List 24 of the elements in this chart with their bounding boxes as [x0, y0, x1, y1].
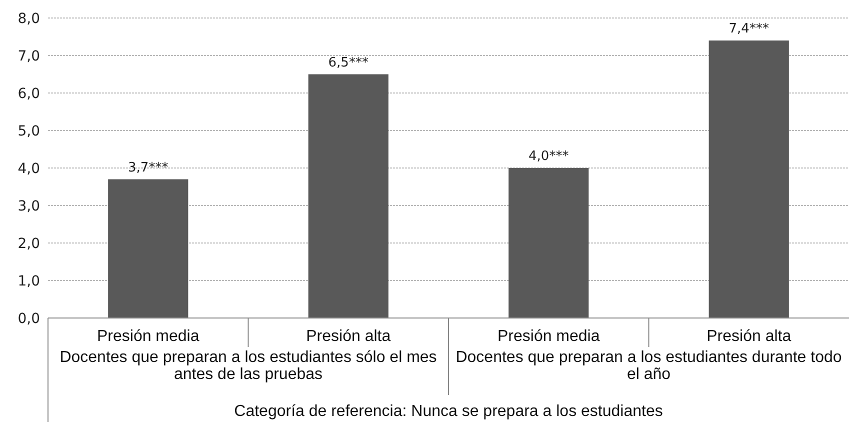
bar — [708, 40, 789, 318]
y-tick-label: 7,0 — [18, 48, 40, 64]
x-tick-label: Presión media — [497, 328, 600, 345]
y-tick-label: 6,0 — [18, 86, 40, 102]
y-tick-label: 3,0 — [18, 198, 40, 214]
y-tick-label: 1,0 — [18, 274, 40, 290]
x-tick-label: Presión alta — [306, 328, 391, 345]
y-tick-label: 5,0 — [18, 124, 40, 140]
y-tick-label: 0,0 — [18, 311, 40, 327]
text: Docentes que preparan a los estudiantes sólo el mes antes de las pruebas — [58, 349, 438, 383]
x-tick-label: Presión media — [96, 328, 200, 345]
y-tick-label: 4,0 — [18, 161, 40, 177]
y-tick-label: 2,0 — [18, 236, 40, 252]
x-axis-title: Categoría de referencia: Nunca se prepara a los estudiantes — [234, 403, 663, 420]
data-label: 7,4*** — [728, 22, 770, 36]
data-label: 6,5*** — [328, 55, 369, 70]
bar — [508, 168, 589, 318]
bar — [308, 74, 388, 318]
x-tick-label: Presión alta — [706, 328, 792, 345]
text: Docentes que preparan a los estudiantes durante todo el año — [454, 349, 843, 383]
bar — [108, 179, 188, 318]
data-label: 4,0*** — [528, 149, 570, 164]
data-label: 3,7*** — [128, 160, 169, 176]
y-tick-label: 8,0 — [18, 11, 40, 27]
